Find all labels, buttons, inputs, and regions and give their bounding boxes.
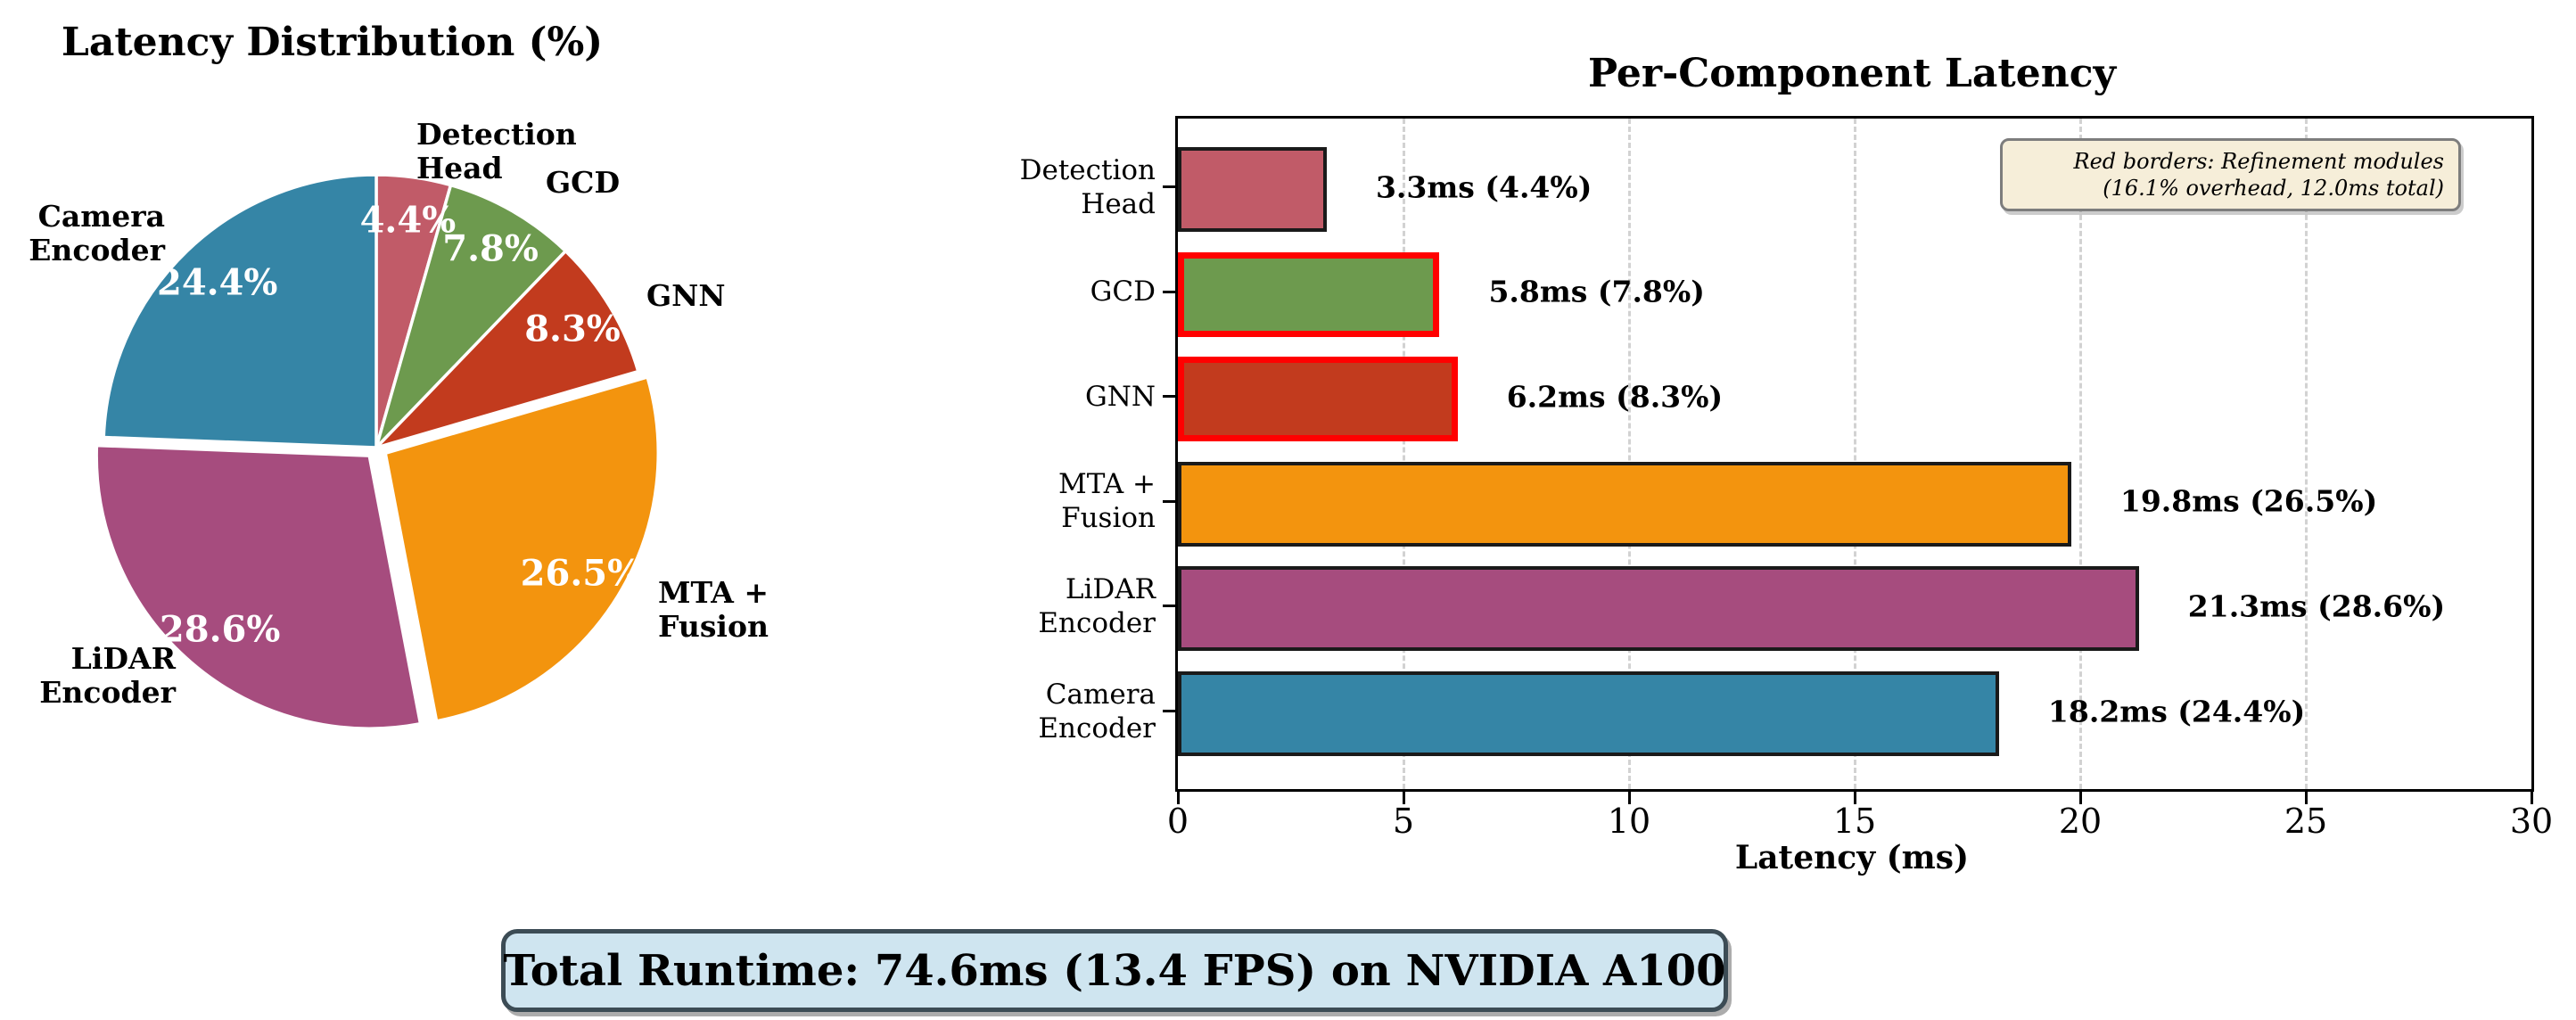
pie-slice-lidar-encoder xyxy=(95,443,423,730)
y-category-label-gcd: GCD xyxy=(1090,276,1156,308)
bar-lidar-encoder xyxy=(1178,566,2139,652)
bar-title: Per-Component Latency xyxy=(1587,51,2117,96)
pie-slice-gnn xyxy=(374,249,640,449)
y-category-label-mta-fusion: MTA + Fusion xyxy=(1058,468,1156,535)
x-axis-label: Latency (ms) xyxy=(1734,839,1970,876)
y-tick-mark xyxy=(1163,710,1175,712)
bar-camera-encoder xyxy=(1178,671,1999,756)
y-tick-mark xyxy=(1163,290,1175,293)
gridline-x-20 xyxy=(2078,119,2082,789)
pie-slice-mta-fusion xyxy=(383,375,660,723)
bar-gnn xyxy=(1178,357,1458,442)
bar-plot-area xyxy=(1175,116,2534,792)
y-category-label-detection-head: Detection Head xyxy=(1019,153,1156,220)
annotation-box: Red borders: Refinement modules (16.1% o… xyxy=(2000,138,2461,211)
pie-slice-camera-encoder xyxy=(102,173,378,449)
gridline-x-15 xyxy=(1853,119,1856,789)
x-tick-mark xyxy=(2304,792,2308,804)
x-tick-mark xyxy=(2530,792,2533,804)
bar-detection-head xyxy=(1178,147,1327,232)
annotation-line-1: Red borders: Refinement modules xyxy=(2073,149,2444,174)
y-category-label-lidar-encoder: LiDAR Encoder xyxy=(1038,572,1156,639)
x-tick-mark xyxy=(1402,792,1405,804)
y-tick-mark xyxy=(1163,605,1175,608)
x-tick-mark xyxy=(1853,792,1856,804)
gridline-x-10 xyxy=(1627,119,1631,789)
x-tick-mark xyxy=(1176,792,1180,804)
annotation-line-2: (16.1% overhead, 12.0ms total) xyxy=(2103,176,2444,201)
y-tick-mark xyxy=(1163,499,1175,503)
x-tick-mark xyxy=(2078,792,2082,804)
bar-mta-fusion xyxy=(1178,461,2071,547)
y-tick-mark xyxy=(1163,395,1175,399)
pie-title: Latency Distribution (%) xyxy=(61,20,604,65)
bar-gcd xyxy=(1178,251,1440,337)
pie-svg xyxy=(95,173,660,730)
y-category-label-gnn: GNN xyxy=(1084,380,1156,413)
total-runtime-text: Total Runtime: 74.6ms (13.4 FPS) on NVID… xyxy=(503,945,1726,996)
y-tick-mark xyxy=(1163,185,1175,188)
gridline-x-5 xyxy=(1402,119,1405,789)
gridline-x-25 xyxy=(2304,119,2308,789)
pie-slice-gcd xyxy=(374,183,568,449)
y-category-label-camera-encoder: Camera Encoder xyxy=(1038,678,1156,744)
x-tick-mark xyxy=(1627,792,1631,804)
total-runtime-box: Total Runtime: 74.6ms (13.4 FPS) on NVID… xyxy=(501,929,1728,1012)
